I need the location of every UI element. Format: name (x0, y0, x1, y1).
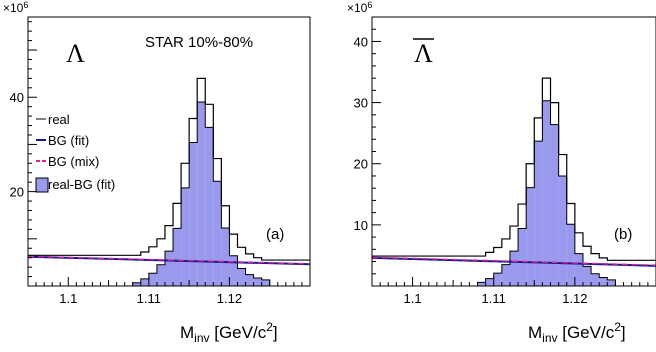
experiment-label: STAR 10%-80% (145, 34, 253, 51)
signal-bin (582, 266, 592, 286)
bg-mix-line (28, 255, 310, 265)
signal-bin (477, 282, 486, 286)
x-tick-label: 1.11 (482, 291, 506, 306)
signal-bin (542, 100, 551, 286)
signal-outline (476, 100, 616, 286)
signal-bin (485, 278, 494, 286)
y-tick-label: 40 (354, 34, 368, 49)
signal-bin (140, 278, 149, 286)
legend-entry: real-BG (fit) (48, 177, 115, 192)
signal-bin (574, 253, 583, 286)
signal-bin (253, 277, 262, 286)
x-tick-label: 1.12 (217, 291, 242, 306)
legend-entry: BG (fit) (48, 133, 89, 148)
bg-mix-line (372, 256, 656, 266)
y-tick-label: 20 (354, 157, 368, 172)
particle-symbol: Λ (414, 39, 433, 68)
x-tick-label: 1.1 (404, 291, 422, 306)
signal-bin (245, 274, 254, 286)
signal-bin (229, 255, 238, 286)
y-tick-label: 40 (10, 90, 24, 105)
signal-outline (132, 101, 271, 286)
signal-bin (607, 279, 616, 286)
plot-area (372, 77, 656, 286)
signal-bin (181, 187, 190, 286)
legend-swatch-signal (35, 177, 49, 193)
signal-bin (591, 273, 600, 286)
signal-bin (189, 142, 198, 286)
signal-bin (566, 224, 575, 286)
y-tick-label: 30 (354, 96, 368, 111)
y-tick-label: 20 (10, 185, 24, 200)
signal-bin (261, 279, 270, 286)
signal-bin (197, 101, 206, 286)
signal-bin (164, 251, 174, 286)
legend: real BG (fit) BG (mix) real-BG (fit) (35, 112, 115, 193)
signal-bin (132, 282, 141, 286)
signal-bin (205, 127, 214, 286)
signal-bin (173, 228, 182, 286)
x-tick-label: 1.11 (137, 291, 161, 306)
signal-bin (558, 175, 567, 286)
signal-bin (221, 227, 230, 286)
x-tick-label: 1.12 (562, 291, 587, 306)
legend-entry: real (48, 112, 70, 127)
real-histogram (372, 77, 656, 261)
y-tick-label: 10 (354, 218, 368, 233)
signal-bin (237, 268, 246, 286)
signal-bin (550, 124, 559, 286)
x-axis-title: Minv [GeV/c2] (528, 320, 626, 345)
y-axis-exponent: ×106 (347, 0, 372, 15)
panel-lambda: 1.1 1.11 1.12 20 40 ×106 Λ STAR 10%-80% (a) Minv … (3, 0, 311, 345)
x-axis-title: Minv [GeV/c2] (180, 320, 278, 345)
signal-bin (493, 273, 502, 286)
legend-entry: BG (mix) (48, 154, 99, 169)
signal-bin (518, 228, 527, 286)
plot-area (28, 77, 310, 286)
particle-symbol: Λ (66, 39, 85, 68)
y-axis-exponent: ×106 (3, 0, 28, 15)
signal-bin (534, 141, 543, 286)
panel-antilambda: 1.1 1.11 1.12 10 20 30 40 ×106 Λ (b) Minv [GeV/c2] (347, 0, 656, 345)
signal-bin (526, 187, 535, 286)
signal-bin (148, 273, 157, 286)
plot-frame (27, 16, 311, 287)
signal-bin (501, 264, 510, 286)
panel-label: (b) (614, 226, 632, 243)
signal-bin (599, 277, 608, 286)
x-tick-label: 1.1 (59, 291, 77, 306)
signal-bin (156, 264, 165, 286)
real-histogram (28, 77, 310, 261)
signal-bin (509, 251, 519, 286)
panel-label: (a) (266, 226, 284, 243)
signal-bin (213, 181, 222, 286)
